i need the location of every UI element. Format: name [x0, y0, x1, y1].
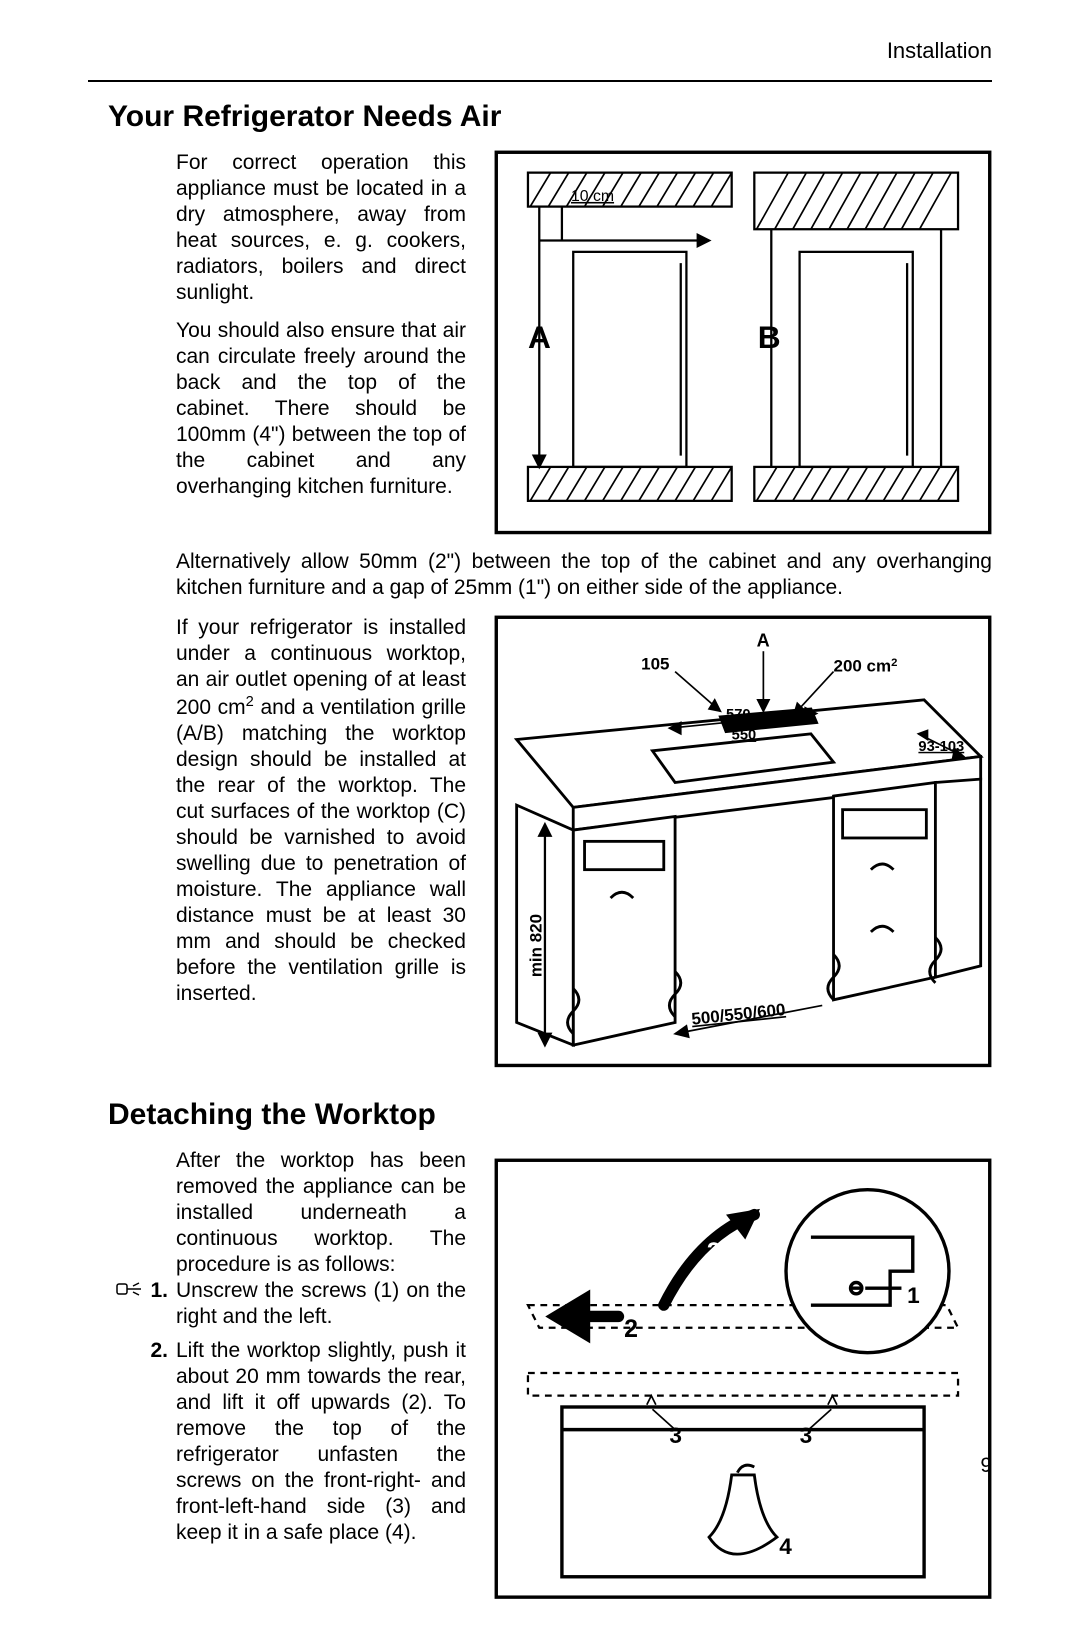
fig2-105: 105 — [641, 654, 669, 673]
fig3-2a: 2 — [707, 1237, 721, 1265]
fig1-svg: 10 cm A — [494, 150, 992, 535]
fig1-10cm: 10 cm — [571, 188, 614, 205]
hand-icon — [116, 1278, 146, 1307]
para2: You should also ensure that air can circ… — [176, 318, 466, 500]
step1-num: 1. — [150, 1278, 168, 1304]
section2-intro: After the worktop has been removed the a… — [176, 1148, 466, 1278]
fig3-2b: 2 — [624, 1314, 638, 1342]
col-text-2: If your refrigerator is installed under … — [176, 615, 466, 1068]
para1: For correct operation this appliance mus… — [176, 150, 466, 306]
section1-body: For correct operation this appliance mus… — [176, 150, 992, 1068]
sec2-para1: After the worktop has been removed the a… — [176, 1148, 466, 1278]
para3: If your refrigerator is installed under … — [176, 615, 466, 1007]
fig2-550: 550 — [732, 727, 757, 743]
fig2-A: A — [757, 631, 770, 651]
step2-num: 2. — [150, 1338, 168, 1364]
section-detaching: Detaching the Worktop After the worktop … — [108, 1098, 992, 1599]
fig3-svg: 1 2 2 3 3 — [494, 1158, 992, 1599]
para3-post: and a ventilation grille (A/B) matching … — [176, 696, 466, 1005]
step1-marker: 1. — [108, 1278, 176, 1307]
content: Your Refrigerator Needs Air For correct … — [108, 100, 992, 1629]
page: Installation Your Refrigerator Needs Air… — [0, 0, 1080, 1526]
step2-marker: 2. — [108, 1338, 176, 1364]
page-number: 9 — [980, 1454, 992, 1478]
step-2: 2. Lift the worktop slightly, push it ab… — [108, 1338, 466, 1546]
figure-2: min 820 105 A 200 cm2 570 550 93-103 — [494, 615, 992, 1068]
step1-text: Unscrew the screws (1) on the right and … — [176, 1278, 466, 1330]
fig1-b: B — [758, 319, 781, 355]
fig2-min820: min 820 — [527, 914, 546, 977]
row-section2: After the worktop has been removed the a… — [108, 1148, 992, 1599]
header-rule — [88, 80, 992, 82]
fig2-svg: min 820 105 A 200 cm2 570 550 93-103 — [494, 615, 992, 1068]
para-wide: Alternatively allow 50mm (2") between th… — [176, 549, 992, 601]
fig3-4: 4 — [779, 1534, 792, 1559]
figure-3: 1 2 2 3 3 — [494, 1158, 992, 1599]
step2-text: Lift the worktop slightly, push it about… — [176, 1338, 466, 1546]
row-fig2: If your refrigerator is installed under … — [176, 615, 992, 1068]
section1-title: Your Refrigerator Needs Air — [108, 100, 992, 134]
step-1: 1. Unscrew the screws (1) on the right a… — [108, 1278, 466, 1330]
fig3-1: 1 — [907, 1282, 920, 1307]
row-fig1: For correct operation this appliance mus… — [176, 150, 992, 535]
fig3-3b: 3 — [800, 1423, 813, 1448]
header-label: Installation — [887, 38, 992, 64]
section2-left: After the worktop has been removed the a… — [108, 1148, 466, 1599]
section2-title: Detaching the Worktop — [108, 1098, 992, 1132]
para3-sup: 2 — [246, 694, 254, 710]
section-needs-air: Your Refrigerator Needs Air For correct … — [108, 100, 992, 1068]
col-text-1: For correct operation this appliance mus… — [176, 150, 466, 535]
fig2-200: 200 cm2 — [834, 656, 898, 675]
fig1-a: A — [528, 319, 551, 355]
figure-1: 10 cm A — [494, 150, 992, 535]
